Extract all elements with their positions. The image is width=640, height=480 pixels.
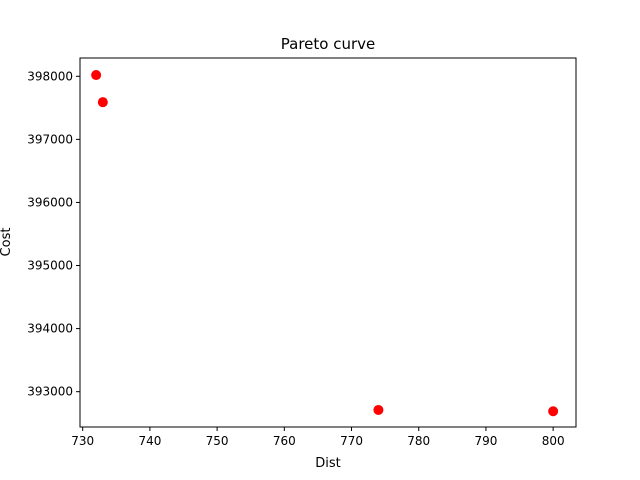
y-tick-label: 393000 — [27, 385, 73, 399]
plot-frame — [79, 57, 577, 428]
y-tick-label: 398000 — [27, 69, 73, 83]
data-point — [548, 406, 559, 417]
x-tick-label: 800 — [542, 434, 565, 448]
y-tick-label: 397000 — [27, 132, 73, 146]
y-tick-label: 396000 — [27, 195, 73, 209]
data-point — [373, 404, 384, 415]
x-tick-label: 760 — [273, 434, 296, 448]
x-tick-label: 750 — [206, 434, 229, 448]
chart-title: Pareto curve — [281, 35, 375, 53]
x-tick-label: 730 — [71, 434, 94, 448]
data-point — [91, 70, 102, 81]
data-point — [97, 97, 108, 108]
y-axis-label: Cost — [0, 228, 14, 257]
x-tick-label: 770 — [340, 434, 363, 448]
tick-layer: 730 740 750 760 770 780 790 800 393000 394000 3950… — [27, 69, 564, 448]
x-axis-label: Dist — [315, 456, 341, 471]
points-layer — [91, 70, 559, 417]
x-tick-label: 780 — [407, 434, 430, 448]
y-tick-label: 394000 — [27, 322, 73, 336]
x-tick-label: 790 — [474, 434, 497, 448]
x-tick-label: 740 — [138, 434, 161, 448]
y-tick-label: 395000 — [27, 259, 73, 273]
